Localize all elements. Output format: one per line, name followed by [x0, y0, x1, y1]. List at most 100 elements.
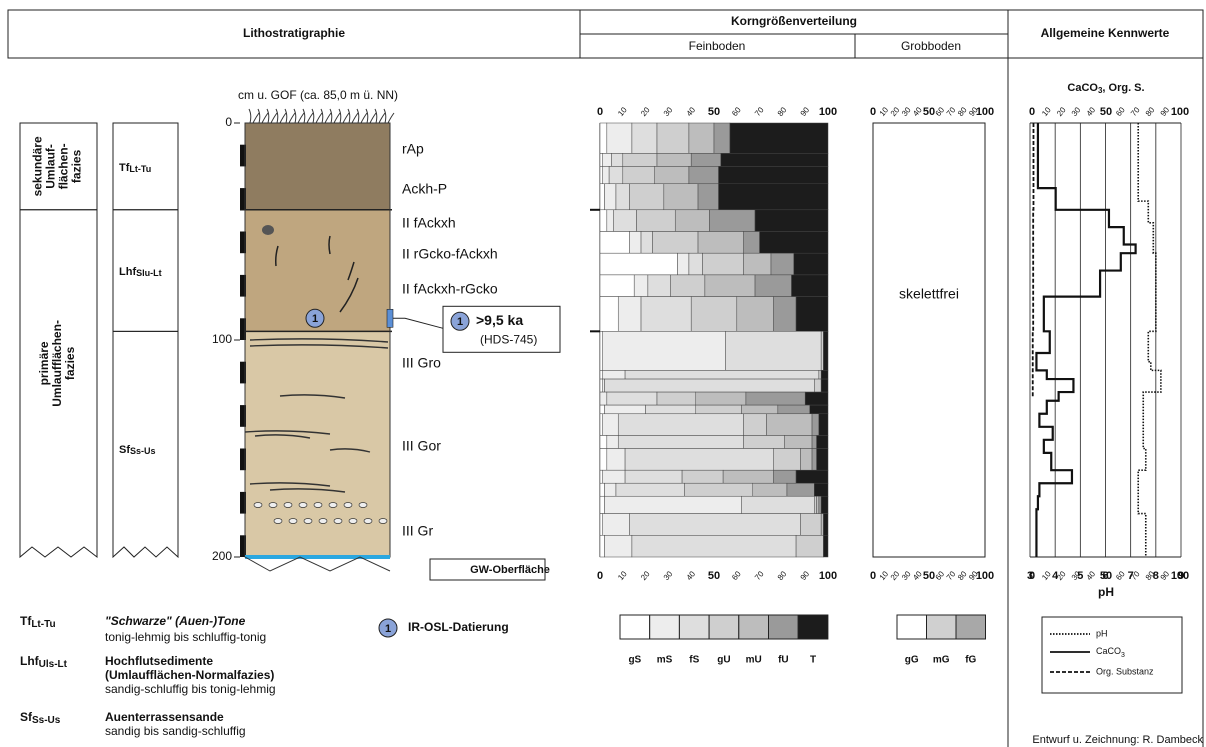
ph-line: [1137, 123, 1162, 557]
grain-segment: [604, 378, 815, 393]
grain-segment: [656, 391, 697, 406]
legend-label: CaCO3: [1096, 646, 1125, 658]
grain-segment: [599, 482, 605, 497]
grain-segment: [622, 153, 658, 167]
legend-text: "Schwarze" (Auen-)Tone: [105, 614, 246, 628]
legend-text: tonig-lehmig bis schluffig-tonig: [105, 630, 266, 644]
pebble: [328, 502, 338, 508]
grain-segment: [633, 274, 649, 297]
grain-segment: [599, 122, 608, 154]
pebble: [273, 518, 283, 524]
depth-scale-block: [240, 491, 246, 514]
depth-tick-label: 200: [212, 549, 232, 563]
grain-segment: [624, 370, 820, 380]
pebble: [378, 518, 388, 524]
sand-lamina: [249, 482, 331, 487]
soil-layer: [245, 123, 390, 210]
grain-segment: [629, 231, 642, 254]
grain-segment: [713, 122, 731, 154]
ph-tick-label: 7: [1128, 570, 1134, 582]
dating-marker: [305, 308, 325, 328]
grain-segment: [645, 404, 697, 415]
coarse-tick-label: 50: [923, 570, 935, 582]
grain-tick-label: 20: [639, 105, 652, 118]
pebble: [333, 518, 343, 524]
grain-segment: [759, 231, 829, 254]
grain-segment: [725, 331, 822, 371]
sand-lamina: [244, 430, 331, 435]
ph-tick-label: 5: [1077, 570, 1083, 582]
grain-segment: [599, 448, 608, 471]
grain-segment: [599, 513, 603, 536]
pebble: [283, 502, 293, 508]
dating-marker-label: 1: [385, 623, 391, 635]
header-frame: [7, 9, 1204, 59]
pct-tick-label: 40: [1085, 569, 1098, 582]
pct-tick-label: 30: [1070, 105, 1083, 118]
root-trace: [275, 245, 279, 267]
depth-scale-block: [240, 361, 246, 384]
pct-tick-label: 60: [1114, 105, 1127, 118]
grain-segment: [814, 482, 829, 497]
pct-tick-label: 50: [1100, 570, 1112, 582]
horizon-label: II fAckxh-rGcko: [402, 281, 498, 297]
pct-tick-label: 0: [1029, 106, 1035, 118]
horizon-label: II rGcko-fAckxh: [402, 246, 498, 262]
grain-tick-label: 80: [776, 569, 789, 582]
grain-segment: [631, 535, 797, 558]
grain-segment: [736, 296, 774, 332]
grain-legend-box-label: T: [810, 655, 816, 666]
grain-segment: [663, 183, 699, 211]
legend-part: CaCO: [1096, 646, 1121, 656]
dating-marker-label: 1: [312, 313, 318, 325]
coarse-tick-label: 50: [923, 106, 935, 118]
grain-segment: [604, 482, 617, 497]
grain-segment: [606, 209, 614, 232]
grain-segment: [823, 513, 829, 536]
root-trace: [328, 235, 331, 255]
grain-segment: [795, 469, 829, 484]
pct-tick-label: 90: [1159, 105, 1172, 118]
coarse-tick-label: 0: [870, 106, 876, 118]
pebble: [303, 518, 313, 524]
pebble: [343, 502, 353, 508]
grain-segment: [823, 331, 829, 371]
grain-tick-label: 100: [819, 106, 837, 118]
depth-scale-block: [240, 318, 246, 340]
coarse-legend-box: [955, 614, 986, 640]
grain-segment: [599, 413, 603, 436]
grain-segment: [688, 166, 719, 185]
grain-segment: [773, 448, 801, 471]
grain-segment: [602, 331, 726, 371]
grain-segment: [599, 183, 605, 211]
facies-box: [19, 209, 98, 559]
grain-segment: [688, 122, 715, 154]
grain-segment: [602, 469, 626, 484]
legend-text: (Umlaufflächen-Normalfazies): [105, 668, 274, 682]
grain-segment: [602, 166, 610, 185]
grain-segment: [599, 535, 605, 558]
coarse-frame: [872, 122, 986, 558]
grain-segment: [599, 391, 608, 406]
unit-label: LhfSlu-Lt: [119, 266, 162, 278]
grain-segment: [602, 413, 619, 436]
grain-legend-box-label: mS: [657, 655, 673, 666]
depth-scale-block: [240, 274, 246, 297]
ph-tick-label: 3: [1027, 570, 1033, 582]
legend-text: sandig-schluffig bis tonig-lehmig: [105, 682, 276, 696]
root-trace: [347, 261, 355, 281]
depth-axis-label: cm u. GOF (ca. 85,0 m ü. NN): [238, 88, 398, 102]
grain-segment: [704, 274, 756, 297]
facies-label: fazies: [63, 346, 77, 380]
grain-segment: [629, 183, 665, 211]
unit-prefix: Sf: [119, 444, 130, 456]
facies-label: flächen-: [57, 143, 71, 189]
grain-legend-box: [797, 614, 829, 640]
coarse-tick-label: 100: [976, 106, 994, 118]
grain-segment: [754, 274, 792, 297]
grain-segment: [617, 435, 744, 449]
grain-segment: [814, 495, 817, 514]
pct-tick-label: 70: [1129, 105, 1142, 118]
grain-segment: [820, 331, 824, 371]
